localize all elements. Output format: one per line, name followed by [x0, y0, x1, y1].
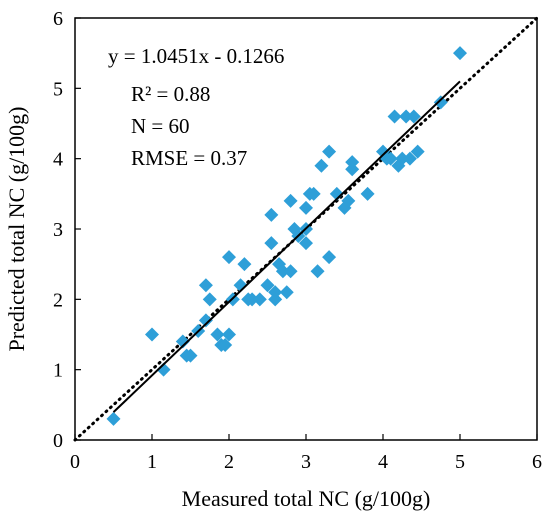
regression-line — [112, 80, 461, 413]
plot-frame — [74, 17, 538, 441]
x-axis-label: Measured total NC (g/100g) — [182, 486, 431, 511]
data-point — [264, 207, 279, 222]
data-point — [183, 348, 198, 363]
x-tick-label: 5 — [455, 451, 465, 473]
data-point — [218, 338, 233, 353]
data-point — [433, 95, 448, 110]
y-tick-label: 3 — [53, 219, 63, 241]
data-point — [237, 257, 252, 272]
x-tick-label: 0 — [70, 451, 80, 473]
data-point — [210, 327, 225, 342]
data-point — [260, 278, 275, 293]
data-point — [198, 278, 213, 293]
y-tick-label: 0 — [53, 430, 63, 452]
data-point — [222, 250, 236, 265]
data-point — [387, 109, 402, 124]
data-point — [198, 313, 213, 328]
x-tick-label: 2 — [224, 451, 234, 473]
data-point — [268, 292, 283, 307]
y-tick-label: 2 — [53, 289, 63, 311]
data-point — [156, 362, 171, 377]
data-point — [106, 411, 121, 426]
data-point — [383, 151, 398, 166]
data-point — [360, 186, 375, 201]
data-point — [399, 109, 414, 124]
data-point — [329, 186, 344, 201]
data-point — [252, 292, 267, 307]
data-points — [106, 46, 467, 426]
y-tick-label: 4 — [53, 149, 63, 171]
regression-line-layer — [112, 80, 461, 413]
y-tick-label: 6 — [53, 8, 63, 30]
data-point — [279, 285, 294, 300]
equation-annotation: y = 1.0451x - 0.1266 — [108, 44, 284, 68]
data-point — [299, 236, 313, 251]
data-point — [275, 264, 290, 279]
data-point — [345, 162, 360, 177]
data-point — [202, 292, 217, 307]
x-tick-label: 3 — [301, 451, 311, 473]
data-point — [283, 264, 298, 279]
data-point — [145, 327, 159, 342]
data-point — [245, 292, 260, 307]
y-tick-label: 1 — [53, 360, 63, 382]
data-point — [322, 250, 337, 265]
x-tick-label: 6 — [532, 451, 542, 473]
data-point — [175, 334, 190, 349]
data-point — [410, 144, 425, 159]
data-point — [314, 158, 329, 173]
x-tick-label: 4 — [378, 451, 388, 473]
data-point — [268, 285, 283, 300]
data-point — [453, 46, 467, 61]
n-annotation: N = 60 — [131, 114, 190, 138]
data-point — [306, 186, 321, 201]
y-tick-labels: 0 1 2 3 4 5 6 — [53, 8, 63, 452]
data-point — [322, 144, 337, 159]
data-point — [402, 151, 417, 166]
x-tick-labels: 0 1 2 3 4 5 6 — [70, 451, 542, 473]
data-point — [299, 200, 313, 215]
y-tick-label: 5 — [53, 78, 63, 100]
data-point — [395, 151, 410, 166]
y-axis-label: Predicted total NC (g/100g) — [4, 106, 29, 351]
data-point — [264, 236, 279, 251]
r-squared-annotation: R² = 0.88 — [131, 82, 210, 106]
rmse-annotation: RMSE = 0.37 — [131, 146, 247, 170]
data-point — [406, 109, 421, 124]
data-point — [283, 193, 298, 208]
data-point — [345, 155, 360, 170]
data-point — [310, 264, 325, 279]
data-point — [222, 327, 236, 342]
data-point — [341, 193, 356, 208]
x-tick-label: 1 — [147, 451, 157, 473]
